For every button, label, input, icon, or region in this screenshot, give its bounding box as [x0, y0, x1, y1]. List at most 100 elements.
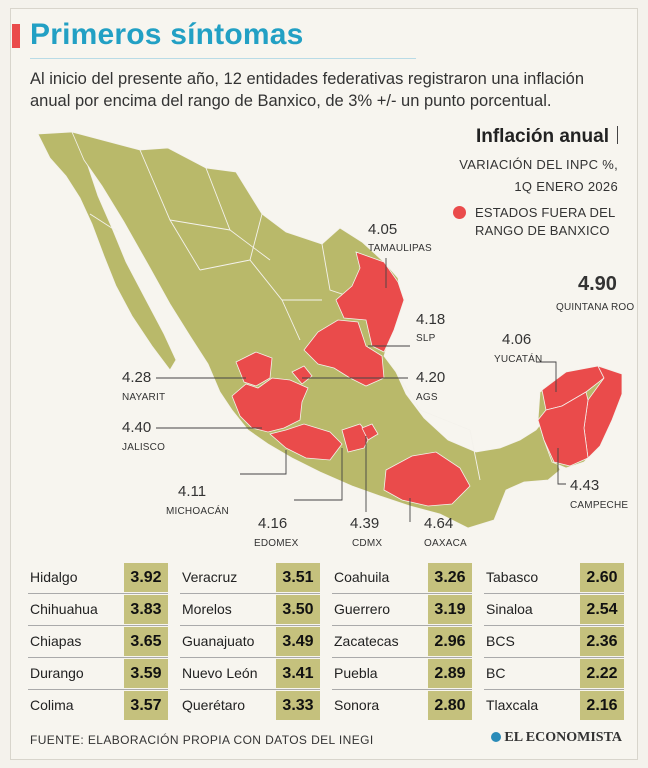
- state-name: Sinaloa: [486, 601, 533, 617]
- table-row: Coahuila 3.26: [332, 562, 472, 594]
- state-value: 2.80: [428, 691, 472, 720]
- table-row: Querétaro 3.33: [180, 690, 320, 721]
- state-edomex: [341, 423, 371, 453]
- state-michoacan: [269, 423, 343, 461]
- title-accent-bar: [12, 24, 20, 48]
- label-value-michoacan: 4.11: [178, 483, 206, 500]
- state-name: BCS: [486, 633, 515, 649]
- table-column-1: Hidalgo 3.92 Chihuahua 3.83 Chiapas 3.65 Du…: [28, 562, 168, 721]
- legend-key-line2: RANGO DE BANXICO: [475, 223, 610, 238]
- state-value: 3.26: [428, 563, 472, 592]
- table-row: Guerrero 3.19: [332, 594, 472, 626]
- state-name: Sonora: [334, 697, 380, 713]
- table-row: Durango 3.59: [28, 658, 168, 690]
- state-name: Querétaro: [182, 697, 246, 713]
- label-value-campeche: 4.43: [570, 477, 599, 494]
- state-value: 3.57: [124, 691, 168, 720]
- legend-title-bar: [617, 126, 618, 144]
- state-value: 3.49: [276, 627, 320, 656]
- border-line: [281, 299, 301, 341]
- label-name-yucatan: YUCATÁN: [494, 352, 542, 365]
- map-value-labels: 4.05 TAMAULIPAS 4.18 SLP 4.20 AGS 4.28 N…: [122, 221, 634, 549]
- state-name: Colima: [30, 697, 74, 713]
- inflation-table: Hidalgo 3.92 Chihuahua 3.83 Chiapas 3.65 Du…: [28, 562, 624, 720]
- state-name: Tabasco: [486, 569, 539, 585]
- label-name-ags: AGS: [416, 392, 438, 403]
- state-value: 2.36: [580, 627, 624, 656]
- legend-sub-line1: VARIACIÓN DEL INPC %,: [459, 157, 618, 172]
- state-value: 3.41: [276, 659, 320, 688]
- state-quintana-roo: [583, 365, 623, 459]
- legend-title: Inflación anual: [476, 126, 618, 148]
- table-row: Veracruz 3.51: [180, 562, 320, 594]
- table-row: BC 2.22: [484, 658, 624, 690]
- state-nayarit: [235, 351, 273, 387]
- border-line: [89, 213, 119, 233]
- mexico-map: 4.05 TAMAULIPAS 4.18 SLP 4.20 AGS 4.28 N…: [37, 131, 634, 549]
- state-value: 2.89: [428, 659, 472, 688]
- table-row: Zacatecas 2.96: [332, 626, 472, 658]
- brand-dot-icon: [491, 732, 502, 742]
- leader-michoacan: [240, 450, 287, 475]
- source-note: FUENTE: ELABORACIÓN PROPIA CON DATOS DEL…: [30, 733, 374, 747]
- state-value: 2.16: [580, 691, 624, 720]
- state-ags: [291, 365, 313, 385]
- state-campeche: [537, 391, 589, 467]
- label-value-jalisco: 4.40: [122, 419, 151, 436]
- state-value: 3.50: [276, 595, 320, 624]
- table-row: Chiapas 3.65: [28, 626, 168, 658]
- state-value: 3.83: [124, 595, 168, 624]
- state-name: Nuevo León: [182, 665, 258, 681]
- table-row: Nuevo León 3.41: [180, 658, 320, 690]
- title-divider: [30, 58, 416, 59]
- state-name: Hidalgo: [30, 569, 78, 585]
- state-name: Coahuila: [334, 569, 390, 585]
- state-slp: [303, 319, 385, 387]
- legend-title-text: Inflación anual: [475, 126, 609, 147]
- brand-name: EL ECONOMISTA: [504, 730, 622, 745]
- state-name: Veracruz: [182, 569, 238, 585]
- table-row: Guanajuato 3.49: [180, 626, 320, 658]
- label-value-yucatan: 4.06: [502, 331, 531, 348]
- state-name: Chihuahua: [30, 601, 98, 617]
- state-name: Guerrero: [334, 601, 391, 617]
- leader-lines: [156, 258, 566, 522]
- label-value-quintana-roo: 4.90: [578, 273, 617, 295]
- state-name: Durango: [30, 665, 84, 681]
- label-name-quintana-roo: QUINTANA ROO: [556, 302, 634, 313]
- legend-key-line1: ESTADOS FUERA DEL: [475, 205, 616, 220]
- legend-key: ESTADOS FUERA DEL RANGO DE BANXICO: [452, 204, 622, 240]
- state-value: 3.33: [276, 691, 320, 720]
- state-name: Morelos: [182, 601, 232, 617]
- legend-sub-line2: 1Q ENERO 2026: [514, 179, 618, 194]
- label-value-nayarit: 4.28: [122, 369, 151, 386]
- border-line: [199, 259, 251, 271]
- table-column-2: Veracruz 3.51 Morelos 3.50 Guanajuato 3.49 …: [180, 562, 320, 721]
- table-row: Hidalgo 3.92: [28, 562, 168, 594]
- label-name-michoacan: MICHOACÁN: [166, 504, 229, 517]
- label-name-edomex: EDOMEX: [254, 538, 299, 549]
- subtitle: Al inicio del presente año, 12 entidades…: [30, 70, 585, 110]
- label-value-ags: 4.20: [416, 369, 445, 386]
- brand-logo: EL ECONOMISTA: [491, 730, 622, 746]
- state-value: 2.54: [580, 595, 624, 624]
- table-row: Colima 3.57: [28, 690, 168, 721]
- state-value: 3.51: [276, 563, 320, 592]
- state-value: 3.59: [124, 659, 168, 688]
- state-name: Zacatecas: [334, 633, 399, 649]
- legend-red-dot-icon: [453, 206, 466, 219]
- table-row: BCS 2.36: [484, 626, 624, 658]
- state-value: 2.60: [580, 563, 624, 592]
- label-name-campeche: CAMPECHE: [570, 500, 628, 511]
- border-line: [249, 213, 322, 301]
- table-row: Tlaxcala 2.16: [484, 690, 624, 721]
- leader-edomex: [294, 448, 343, 501]
- table-row: Chihuahua 3.83: [28, 594, 168, 626]
- leader-campeche: [557, 448, 566, 485]
- table-row: Sinaloa 2.54: [484, 594, 624, 626]
- table-row: Tabasco 2.60: [484, 562, 624, 594]
- label-name-jalisco: JALISCO: [122, 442, 165, 453]
- state-name: BC: [486, 665, 506, 681]
- state-name: Puebla: [334, 665, 378, 681]
- state-value: 2.96: [428, 627, 472, 656]
